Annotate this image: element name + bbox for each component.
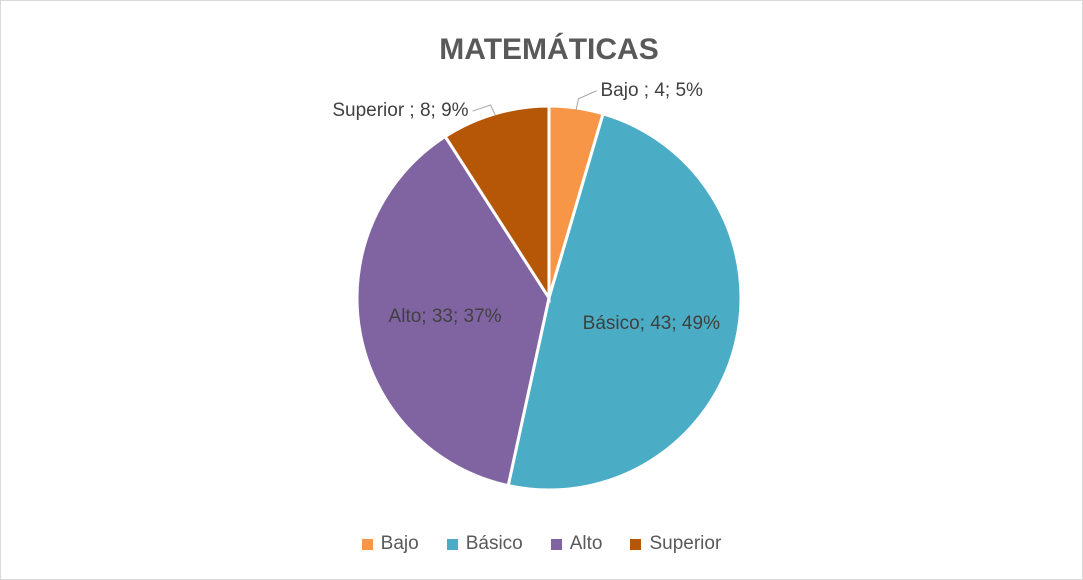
legend-item: Alto (550, 533, 603, 555)
legend-item: Superior (630, 533, 721, 555)
chart-title: MATEMÁTICAS (439, 32, 658, 66)
legend-label: Alto (569, 533, 603, 554)
data-label: Superior ; 8; 9% (332, 100, 468, 121)
legend-label: Superior (649, 533, 722, 554)
legend-label: Bajo (380, 533, 419, 554)
legend: Bajo Básico Alto Superior (1, 533, 1082, 555)
data-label: Básico; 43; 49% (583, 313, 720, 334)
legend-swatch (630, 538, 642, 550)
legend-swatch (446, 538, 458, 550)
leader-line (575, 90, 597, 110)
data-label: Alto; 33; 37% (389, 306, 502, 327)
legend-swatch (550, 538, 562, 550)
legend-item: Bajo (361, 533, 419, 555)
legend-item: Básico (446, 533, 523, 555)
legend-label: Básico (465, 533, 523, 554)
data-label: Bajo ; 4; 5% (601, 80, 704, 101)
leader-line (472, 104, 496, 116)
pie-slice (506, 111, 743, 492)
legend-swatch (361, 538, 373, 550)
